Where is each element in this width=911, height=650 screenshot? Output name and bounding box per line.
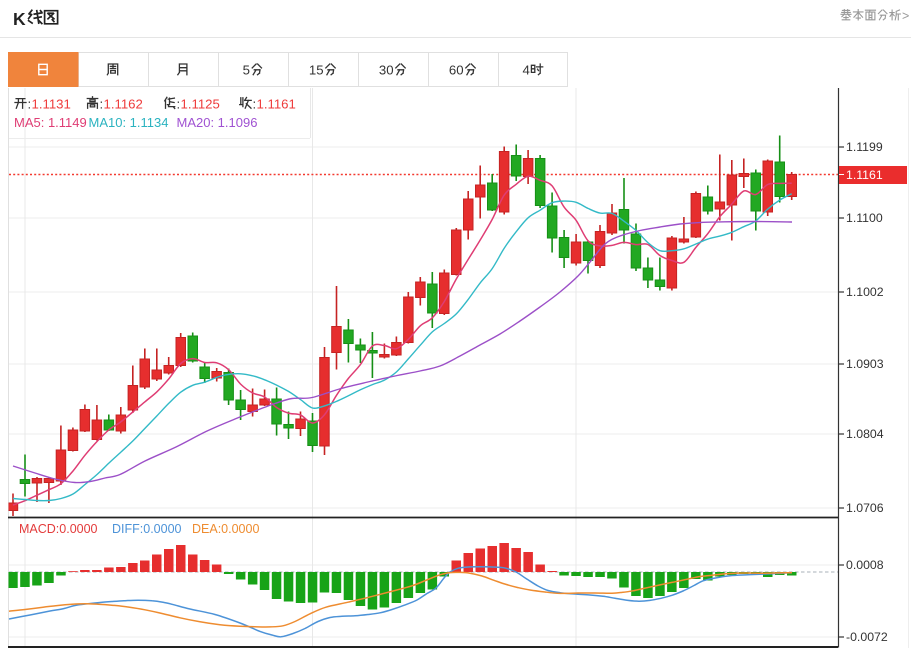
- svg-text::: :: [28, 97, 32, 112]
- svg-text:1.1161: 1.1161: [257, 97, 296, 112]
- svg-text:MA10: 1.1134: MA10: 1.1134: [89, 115, 169, 130]
- svg-text:5: 5: [243, 63, 250, 78]
- svg-text:MA20: 1.1096: MA20: 1.1096: [177, 115, 258, 130]
- svg-text:>: >: [902, 9, 909, 23]
- svg-text:DIFF:0.0000: DIFF:0.0000: [112, 522, 182, 536]
- svg-text:1.1002: 1.1002: [846, 285, 884, 299]
- svg-text:1.1199: 1.1199: [846, 140, 883, 154]
- svg-text:1.1161: 1.1161: [846, 168, 883, 182]
- svg-text:MA5: 1.1149: MA5: 1.1149: [14, 115, 87, 130]
- svg-text:1.1125: 1.1125: [181, 97, 220, 112]
- svg-text:1.1100: 1.1100: [846, 211, 883, 225]
- svg-text:DEA:0.0000: DEA:0.0000: [192, 522, 259, 536]
- svg-text::: :: [177, 97, 181, 112]
- svg-text:60: 60: [449, 63, 464, 78]
- svg-text:-0.0072: -0.0072: [846, 630, 888, 644]
- svg-text:1.1131: 1.1131: [32, 97, 71, 112]
- svg-text::: :: [100, 97, 104, 112]
- svg-text:0.0008: 0.0008: [846, 558, 884, 572]
- svg-text:1.0706: 1.0706: [846, 501, 884, 515]
- svg-text:MACD:0.0000: MACD:0.0000: [19, 522, 98, 536]
- svg-text:30: 30: [379, 63, 394, 78]
- svg-text:1.1162: 1.1162: [104, 97, 143, 112]
- svg-text:1.0903: 1.0903: [846, 357, 884, 371]
- svg-text:1.0804: 1.0804: [846, 427, 884, 441]
- svg-text:K: K: [13, 9, 26, 29]
- svg-text:4: 4: [523, 63, 530, 78]
- svg-text:15: 15: [309, 63, 324, 78]
- svg-text::: :: [253, 97, 257, 112]
